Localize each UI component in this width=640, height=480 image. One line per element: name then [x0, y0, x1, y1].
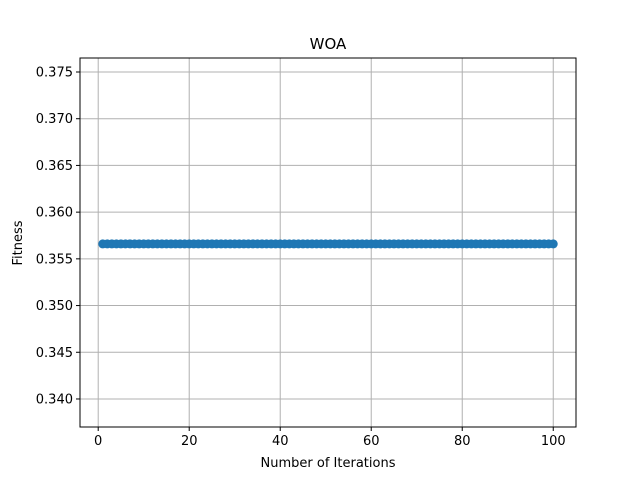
grid: [80, 58, 576, 427]
y-tick-label: 0.360: [36, 206, 73, 221]
series-line: [98, 239, 558, 249]
x-tick-label: 60: [363, 434, 380, 449]
y-tick-label: 0.355: [36, 252, 73, 267]
y-axis: 0.340 0.345 0.350 0.355 0.360 0.365 0.370 0.375: [36, 66, 80, 407]
y-tick-label: 0.370: [36, 112, 73, 127]
x-tick-label: 20: [181, 434, 198, 449]
plot-frame: [79, 57, 577, 428]
y-tick-label: 0.365: [36, 159, 73, 174]
y-tick-label: 0.350: [36, 299, 73, 314]
x-axis: 0 20 40 60 80 100: [94, 427, 566, 449]
y-axis-label: Fitness: [11, 220, 26, 265]
data-point: [548, 239, 558, 249]
x-tick-label: 100: [541, 434, 566, 449]
y-tick-label: 0.345: [36, 346, 73, 361]
y-tick-label: 0.375: [36, 66, 73, 81]
y-tick-label: 0.340: [36, 392, 73, 407]
x-tick-label: 80: [454, 434, 471, 449]
x-axis-label: Number of Iterations: [261, 456, 396, 471]
x-tick-label: 40: [272, 434, 289, 449]
x-tick-label: 0: [94, 434, 102, 449]
chart-title: WOA: [310, 35, 347, 53]
